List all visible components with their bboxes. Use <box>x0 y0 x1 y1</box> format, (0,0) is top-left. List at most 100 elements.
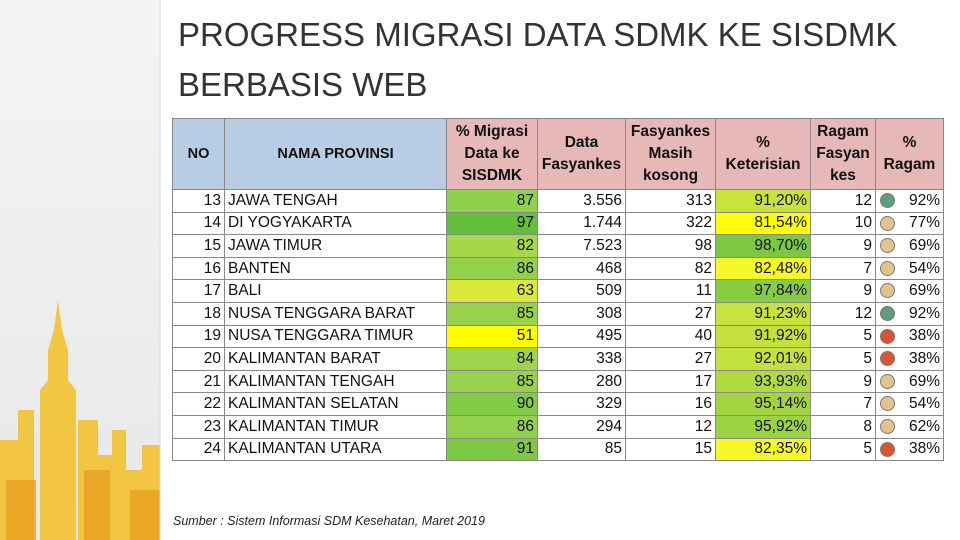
cell-text: 54% <box>908 259 940 277</box>
table-cell: 15 <box>625 437 716 462</box>
header-text: Fasyan <box>816 145 870 162</box>
header-text: Fasyankes <box>541 156 622 173</box>
header-text: NAMA PROVINSI <box>277 146 394 162</box>
table-cell: 18 <box>172 301 225 326</box>
header-text: % <box>756 134 770 151</box>
table-cell: 5 <box>810 437 876 462</box>
table-cell: 7 <box>810 392 876 416</box>
table-cell: 69% <box>875 279 944 303</box>
table-row: 14 DI YOGYAKARTA 97 1.744 322 81,54% 10 77% <box>172 211 944 236</box>
ragam-indicator <box>880 396 895 412</box>
table-cell: KALIMANTAN TIMUR <box>224 414 447 439</box>
table-row: 21 KALIMANTAN TENGAH 85 280 17 93,93% 9 69% <box>172 369 944 394</box>
ragam-indicator <box>880 418 895 434</box>
table-cell: 16 <box>172 256 225 281</box>
cell-text: 69% <box>908 236 940 254</box>
table-cell: 13 <box>172 189 225 213</box>
table-cell: 468 <box>537 256 626 281</box>
title-line: PROGRESS MIGRASI DATA SDMK KE SISDMK <box>178 16 898 53</box>
table-cell: 91 <box>446 437 538 462</box>
table-cell: 280 <box>537 369 626 394</box>
header-text: Data <box>564 134 599 151</box>
table-cell: 95,14% <box>715 392 811 416</box>
side-decoration <box>0 0 161 540</box>
table-cell: 12 <box>810 189 876 213</box>
table-cell: 1.744 <box>537 211 626 236</box>
table-row: 16 BANTEN 86 468 82 82,48% 7 54% <box>172 256 944 281</box>
ragam-indicator <box>880 193 895 208</box>
table-cell: 24 <box>172 437 225 462</box>
table-cell: JAWA TENGAH <box>224 189 447 213</box>
header-cell: Data Fasyankes <box>537 118 626 190</box>
table-cell: 82,35% <box>715 437 811 462</box>
header-text: % Migrasi <box>455 123 529 140</box>
table-cell: KALIMANTAN TENGAH <box>224 369 447 394</box>
table-cell: 38% <box>875 324 944 349</box>
ragam-indicator <box>880 238 895 254</box>
header-text: kosong <box>642 167 699 184</box>
table-cell: 12 <box>625 414 716 439</box>
table-cell: 90 <box>446 392 538 416</box>
cell-text: 54% <box>908 395 940 413</box>
title: PROGRESS MIGRASI DATA SDMK KE SISDMK BER… <box>178 10 897 110</box>
table-cell: 82 <box>625 256 716 281</box>
header-text: SISDMK <box>461 167 523 184</box>
table-cell: 5 <box>810 324 876 349</box>
table-cell: 95,92% <box>715 414 811 439</box>
header-cell: % Keterisian <box>715 118 811 190</box>
cell-text: 38% <box>908 327 940 345</box>
table-cell: 20 <box>172 347 225 371</box>
table-row: 15 JAWA TIMUR 82 7.523 98 98,70% 9 69% <box>172 234 944 258</box>
header-cell: % Migrasi Data ke SISDMK <box>446 118 538 190</box>
table-cell: 11 <box>625 279 716 303</box>
table-cell: 62% <box>875 414 944 439</box>
table-cell: 10 <box>810 211 876 236</box>
header-row: NO NAMA PROVINSI % Migrasi Data ke SISDMK Dat… <box>172 118 944 190</box>
table-cell: 97,84% <box>715 279 811 303</box>
table-cell: 38% <box>875 437 944 462</box>
cell-text: 62% <box>908 417 940 435</box>
table-cell: 3.556 <box>537 189 626 213</box>
table-cell: 322 <box>625 211 716 236</box>
table-cell: 69% <box>875 234 944 258</box>
table-row: 22 KALIMANTAN SELATAN 90 329 16 95,14% 7 54% <box>172 392 944 416</box>
table-cell: 92,01% <box>715 347 811 371</box>
table-cell: 509 <box>537 279 626 303</box>
table-cell: 27 <box>625 301 716 326</box>
table-cell: JAWA TIMUR <box>224 234 447 258</box>
table-cell: 329 <box>537 392 626 416</box>
table-cell: 19 <box>172 324 225 349</box>
header-text: Ragam <box>817 123 869 140</box>
table-cell: BANTEN <box>224 256 447 281</box>
table-cell: 82 <box>446 234 538 258</box>
ragam-indicator <box>880 351 895 367</box>
table-cell: 63 <box>446 279 538 303</box>
table-cell: 98 <box>625 234 716 258</box>
table-cell: 17 <box>172 279 225 303</box>
table-cell: 84 <box>446 347 538 371</box>
table-cell: BALI <box>224 279 447 303</box>
table-row: 23 KALIMANTAN TIMUR 86 294 12 95,92% 8 62% <box>172 414 944 439</box>
table-cell: KALIMANTAN BARAT <box>224 347 447 371</box>
table-row: 18 NUSA TENGGARA BARAT 85 308 27 91,23% 12 92% <box>172 301 944 326</box>
cell-text: 92% <box>908 191 940 209</box>
table-cell: 51 <box>446 324 538 349</box>
table-cell: 38% <box>875 347 944 371</box>
table-cell: 54% <box>875 392 944 416</box>
header-text: Masih <box>648 145 693 162</box>
table-cell: 91,20% <box>715 189 811 213</box>
table-cell: 81,54% <box>715 211 811 236</box>
table-row: 24 KALIMANTAN UTARA 91 85 15 82,35% 5 38% <box>172 437 944 462</box>
data-table: NO NAMA PROVINSI % Migrasi Data ke SISDMK Dat… <box>172 118 944 462</box>
cell-text: 38% <box>908 440 940 458</box>
table-cell: 85 <box>446 369 538 394</box>
table-cell: 23 <box>172 414 225 439</box>
table-cell: 294 <box>537 414 626 439</box>
table-row: 17 BALI 63 509 11 97,84% 9 69% <box>172 279 944 303</box>
table-cell: NUSA TENGGARA TIMUR <box>224 324 447 349</box>
table-cell: 495 <box>537 324 626 349</box>
table-cell: 5 <box>810 347 876 371</box>
ragam-indicator <box>880 328 895 344</box>
cell-text: 38% <box>908 349 940 367</box>
